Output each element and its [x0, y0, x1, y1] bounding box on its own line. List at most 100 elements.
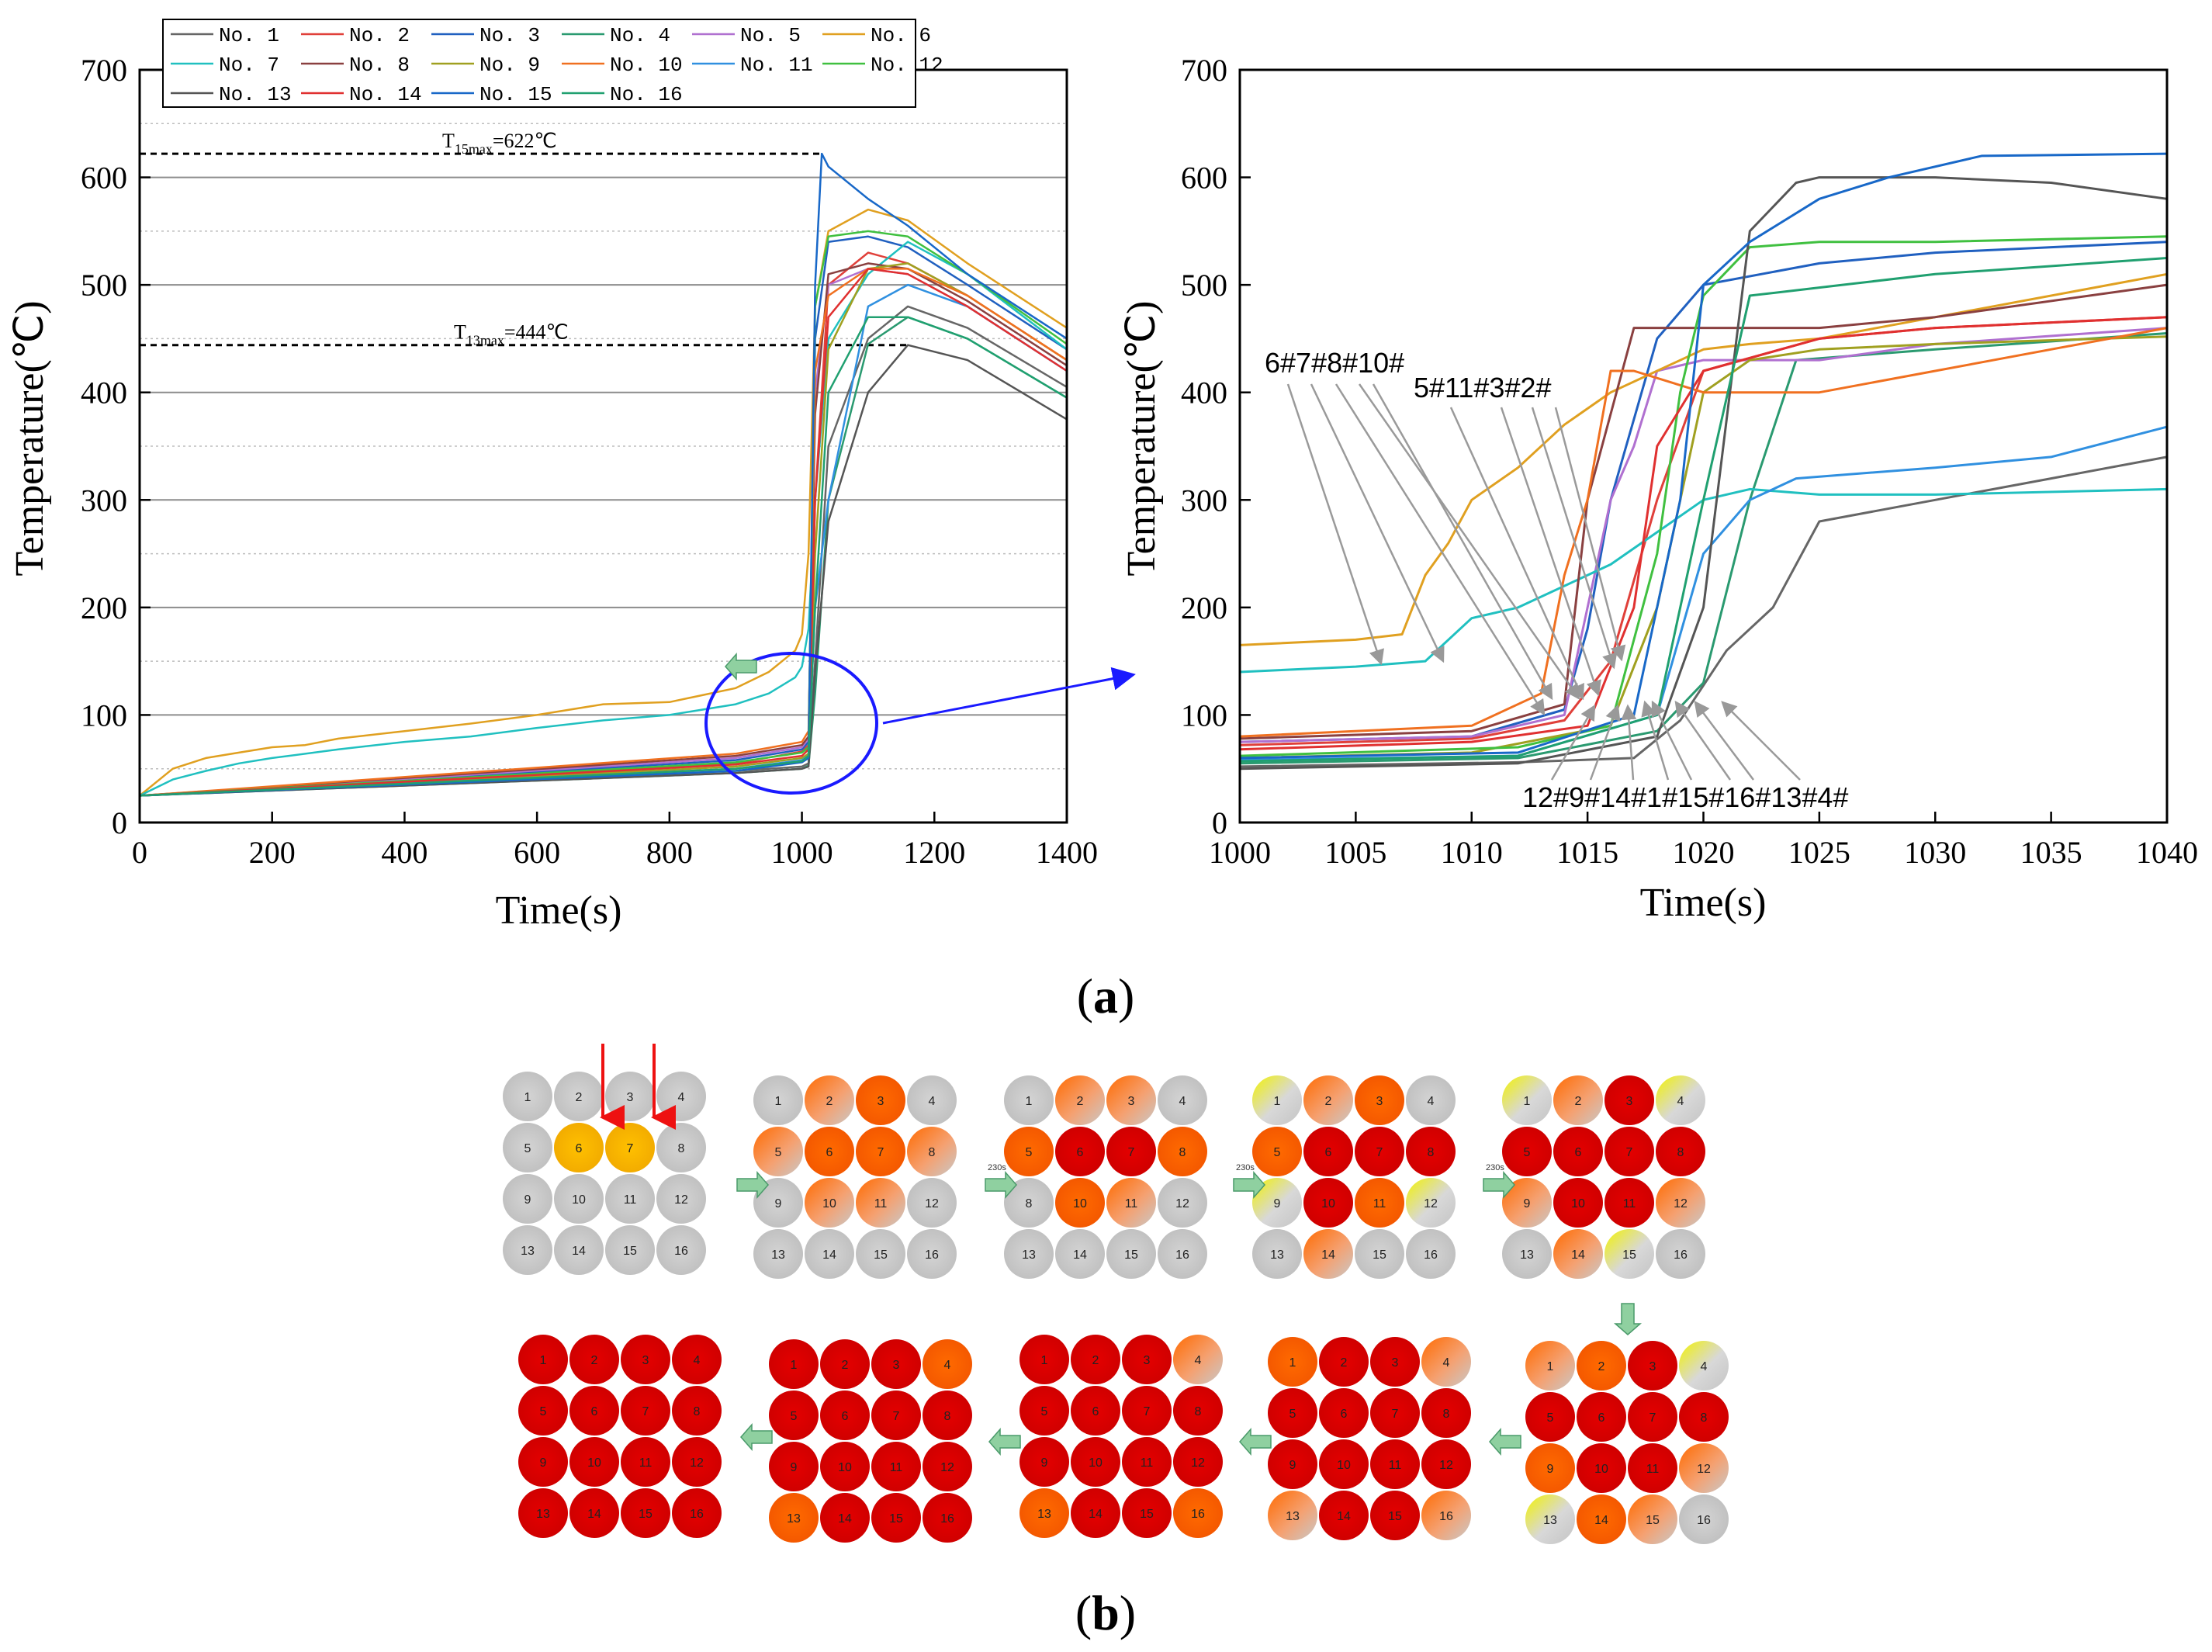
x-tick-label: 1020	[1673, 835, 1735, 870]
battery-cell	[805, 1229, 854, 1279]
battery-cell	[1019, 1386, 1069, 1436]
cell-number: 6	[1077, 1146, 1084, 1159]
battery-cell	[820, 1442, 870, 1491]
battery-cell	[1004, 1178, 1054, 1228]
cell-number: 16	[940, 1512, 954, 1526]
battery-cell	[1406, 1178, 1456, 1228]
cell-number: 14	[1321, 1249, 1335, 1262]
battery-cell	[605, 1174, 655, 1224]
battery-cell	[554, 1072, 604, 1121]
battery-cell	[1370, 1439, 1420, 1489]
battery-cell	[871, 1391, 921, 1440]
series-line-no-7	[139, 241, 1068, 797]
battery-cell	[503, 1225, 552, 1275]
battery-cell	[1421, 1491, 1471, 1540]
cell-number: 5	[1289, 1408, 1296, 1421]
battery-cell	[1628, 1392, 1677, 1442]
zoom-x-axis-label: Time(s)	[1640, 881, 1767, 925]
cell-number: 1	[775, 1095, 782, 1108]
cell-number: 3	[878, 1095, 884, 1108]
cell-number: 7	[1626, 1146, 1633, 1159]
battery-cell	[554, 1174, 604, 1224]
battery-cell	[503, 1123, 552, 1172]
battery-cell	[518, 1437, 568, 1487]
y-tick-label: 400	[81, 376, 127, 410]
series-line-no-10	[139, 268, 1068, 797]
battery-cell	[672, 1386, 722, 1436]
cell-number: 6	[1092, 1405, 1099, 1418]
series-line-no-4	[139, 316, 1068, 797]
cell-number: 8	[929, 1146, 936, 1159]
flow-arrow	[985, 1171, 1017, 1199]
cell-number: 9	[1041, 1456, 1048, 1470]
zoom-chart: 1000 1005 1010 1015 1020 1025 1030 1035 1040 0 100…	[1120, 53, 2198, 925]
battery-cell	[871, 1442, 921, 1491]
cell-number: 12	[1175, 1197, 1189, 1210]
cell-number: 9	[1524, 1197, 1531, 1210]
annotation-arrow	[1641, 700, 1670, 781]
cell-number: 11	[1389, 1459, 1402, 1472]
battery-cell	[518, 1335, 568, 1384]
battery-cell	[554, 1123, 604, 1172]
cell-number: 13	[1543, 1514, 1557, 1527]
x-tick-label: 1040	[2136, 835, 2198, 870]
overview-x-axis-label: Time(s)	[496, 888, 622, 933]
x-tick-label: 1005	[1324, 835, 1386, 870]
cell-number: 13	[521, 1245, 535, 1258]
battery-cell	[1553, 1229, 1603, 1279]
y-tick-label: 600	[81, 161, 127, 196]
cell-number: 16	[1191, 1508, 1205, 1521]
battery-cell	[621, 1386, 670, 1436]
cell-number: 9	[540, 1456, 547, 1470]
annotation-arrow	[1358, 383, 1580, 701]
cell-number: 14	[1594, 1514, 1608, 1527]
battery-cell	[805, 1127, 854, 1176]
cell-number: 16	[925, 1249, 939, 1262]
battery-cell	[1019, 1335, 1069, 1384]
series-line-no-11	[139, 283, 1068, 797]
battery-cell	[569, 1335, 619, 1384]
cell-number: 3	[1392, 1356, 1399, 1370]
annotation-arrow	[1286, 383, 1384, 666]
cell-number: 8	[1026, 1197, 1033, 1210]
y-tick-label: 100	[81, 698, 127, 732]
battery-cell	[1679, 1341, 1729, 1391]
cell-number: 7	[642, 1405, 649, 1418]
battery-cell	[1055, 1075, 1105, 1125]
cell-number: 3	[642, 1354, 649, 1367]
annotation-arrow	[1694, 701, 1754, 781]
cell-number: 8	[678, 1142, 685, 1155]
y-tick-label: 500	[1181, 268, 1227, 303]
battery-cell	[1173, 1437, 1223, 1487]
annotation-group-2: 5#11#3#2#	[1414, 372, 1552, 403]
legend-label: No. 10	[610, 54, 683, 77]
series-line-no-4	[1239, 332, 2168, 765]
cell-number: 4	[1701, 1360, 1708, 1373]
cell-number: 12	[1439, 1459, 1453, 1472]
battery-cell	[1158, 1075, 1207, 1125]
cell-number: 5	[775, 1146, 782, 1159]
cell-number: 15	[1622, 1249, 1636, 1262]
cell-number: 12	[940, 1461, 954, 1474]
battery-cell	[1055, 1127, 1105, 1176]
flow-arrow	[1483, 1171, 1515, 1199]
battery-cell	[907, 1178, 957, 1228]
flow-arrow	[1239, 1428, 1272, 1456]
overview-ticks: 0 200 400 600 800 1000 1200 1400 0 100 200 300 400 50…	[81, 53, 1098, 870]
series-line-no-13	[1239, 176, 2168, 771]
battery-cell	[1071, 1437, 1120, 1487]
series-line-no-5	[1239, 327, 2168, 743]
cell-number: 6	[1598, 1411, 1605, 1425]
battery-cell	[672, 1488, 722, 1538]
cell-number: 6	[1341, 1408, 1348, 1421]
reference-label-value: =444℃	[504, 321, 569, 344]
panel-b-letter: b	[1092, 1585, 1120, 1640]
battery-cell	[1502, 1178, 1552, 1228]
legend-label: No. 12	[871, 54, 943, 77]
flow-arrow	[736, 1171, 769, 1199]
battery-cell	[1577, 1443, 1626, 1493]
